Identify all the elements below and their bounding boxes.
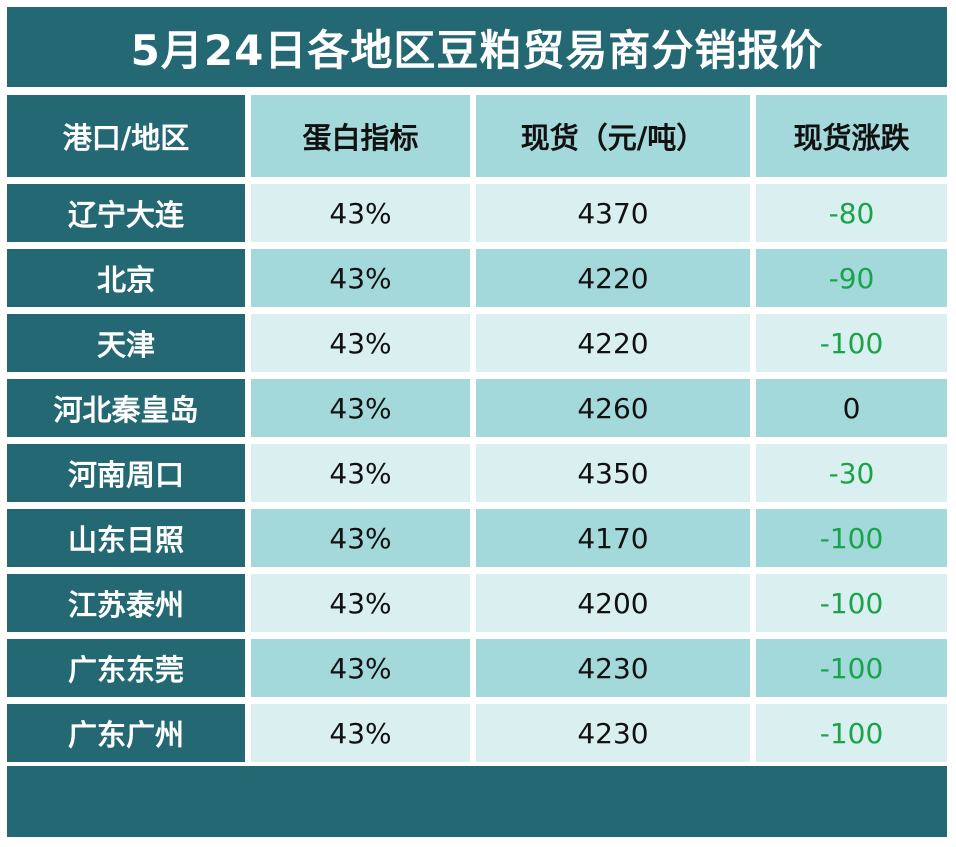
cell-price: 4230	[476, 704, 750, 762]
cell-region: 广东东莞	[7, 639, 245, 697]
cell-protein: 43%	[251, 184, 470, 242]
header-region: 港口/地区	[7, 95, 245, 177]
price-table-card: 5月24日各地区豆粕贸易商分销报价 港口/地区 蛋白指标 现货（元/吨） 现货涨…	[7, 7, 947, 837]
cell-protein: 43%	[251, 444, 470, 502]
cell-protein: 43%	[251, 379, 470, 437]
cell-price: 4220	[476, 249, 750, 307]
price-table: 港口/地区 蛋白指标 现货（元/吨） 现货涨跌 辽宁大连 43% 4370 -80 北京…	[7, 95, 947, 762]
cell-change: -90	[756, 249, 947, 307]
cell-region: 江苏泰州	[7, 574, 245, 632]
cell-change: -100	[756, 314, 947, 372]
cell-price: 4170	[476, 509, 750, 567]
cell-protein: 43%	[251, 574, 470, 632]
page-title: 5月24日各地区豆粕贸易商分销报价	[7, 7, 947, 87]
cell-change: -100	[756, 509, 947, 567]
cell-price: 4220	[476, 314, 750, 372]
header-protein: 蛋白指标	[251, 95, 470, 177]
cell-region: 河南周口	[7, 444, 245, 502]
cell-change: 0	[756, 379, 947, 437]
cell-protein: 43%	[251, 314, 470, 372]
cell-protein: 43%	[251, 249, 470, 307]
cell-price: 4370	[476, 184, 750, 242]
cell-change: -100	[756, 574, 947, 632]
cell-price: 4230	[476, 639, 750, 697]
cell-change: -100	[756, 639, 947, 697]
cell-protein: 43%	[251, 509, 470, 567]
cell-region: 山东日照	[7, 509, 245, 567]
cell-change: -30	[756, 444, 947, 502]
header-price: 现货（元/吨）	[476, 95, 750, 177]
cell-region: 广东广州	[7, 704, 245, 762]
header-change: 现货涨跌	[756, 95, 947, 177]
cell-region: 河北秦皇岛	[7, 379, 245, 437]
cell-price: 4200	[476, 574, 750, 632]
cell-change: -100	[756, 704, 947, 762]
cell-price: 4260	[476, 379, 750, 437]
cell-price: 4350	[476, 444, 750, 502]
cell-protein: 43%	[251, 704, 470, 762]
cell-protein: 43%	[251, 639, 470, 697]
footer-bar	[7, 766, 947, 837]
cell-region: 天津	[7, 314, 245, 372]
cell-change: -80	[756, 184, 947, 242]
cell-region: 辽宁大连	[7, 184, 245, 242]
cell-region: 北京	[7, 249, 245, 307]
